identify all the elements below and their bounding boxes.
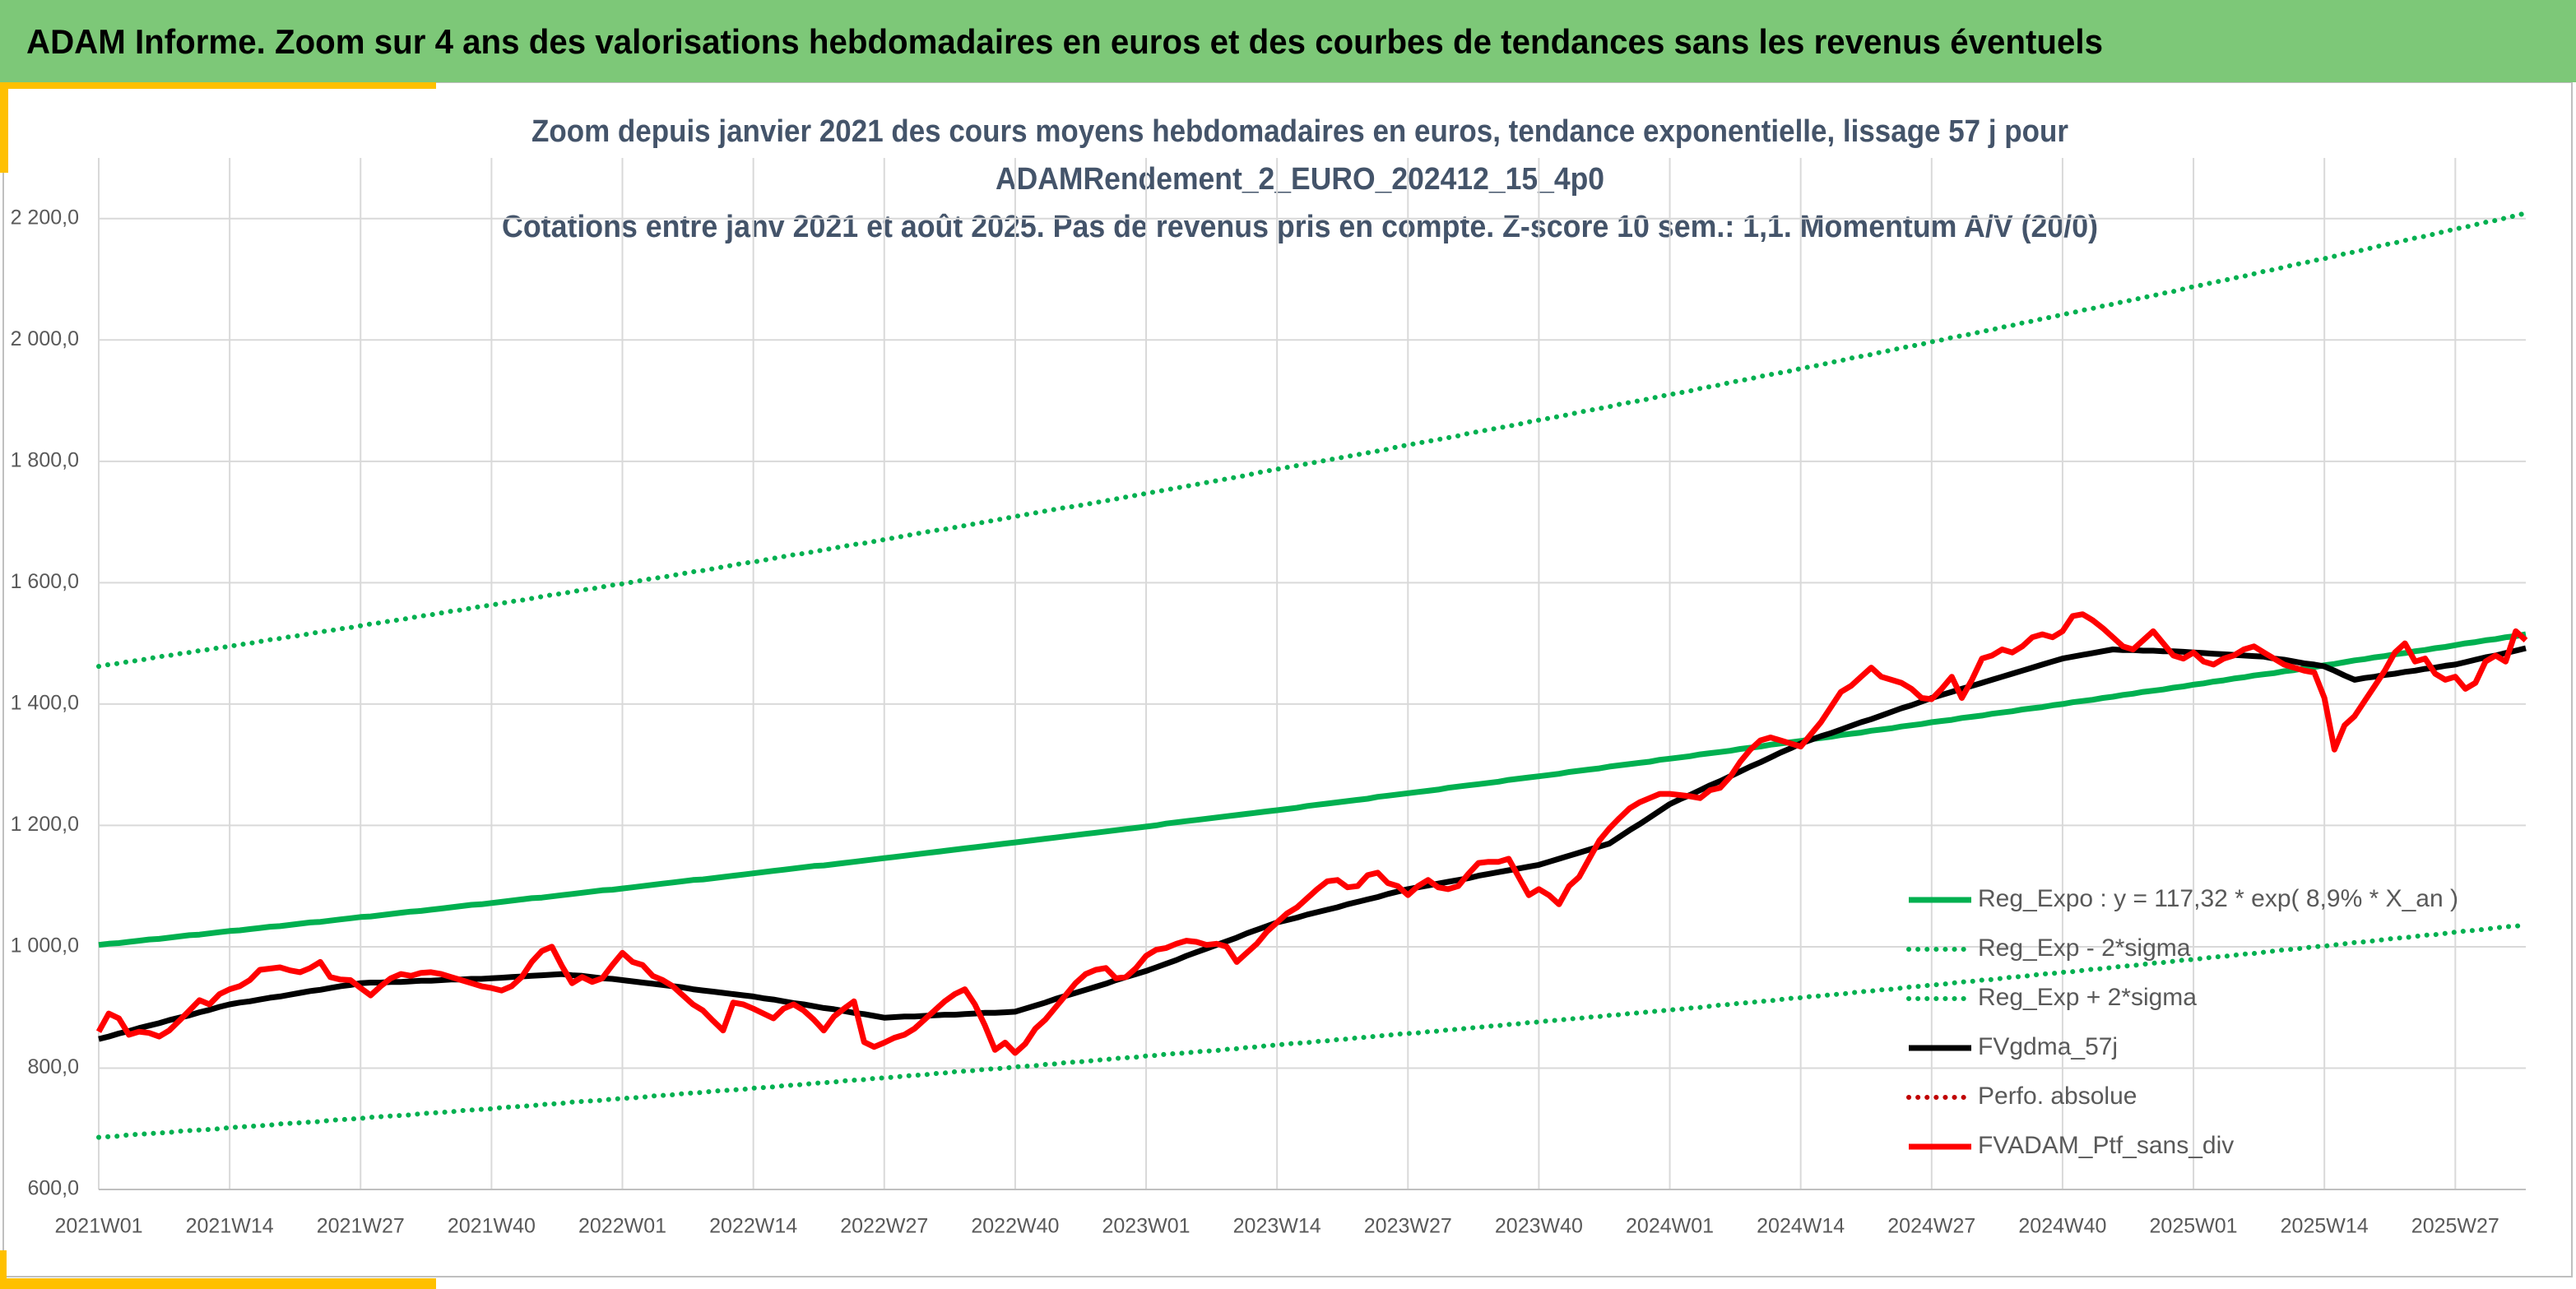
legend-label: Perfo. absolue (1978, 1083, 2137, 1110)
series-line (95, 611, 2528, 1056)
x-tick-label: 2023W01 (1102, 1215, 1191, 1238)
x-tick-label: 2024W27 (1887, 1215, 1975, 1238)
y-tick-label: 800,0 (27, 1055, 79, 1078)
y-tick-label: 1 800,0 (11, 448, 79, 471)
y-tick-label: 2 000,0 (11, 327, 79, 350)
x-tick-label: 2024W40 (2018, 1215, 2106, 1238)
x-tick-label: 2025W14 (2281, 1215, 2369, 1238)
x-tick-label: 2023W14 (1233, 1215, 1321, 1238)
x-tick-label: 2024W14 (1757, 1215, 1845, 1238)
x-tick-label: 2025W27 (2411, 1215, 2499, 1238)
y-tick-label: 2 200,0 (11, 206, 79, 229)
legend-label: Reg_Exp + 2*sigma (1978, 984, 2197, 1011)
x-tick-label: 2021W40 (448, 1215, 536, 1238)
x-tick-label: 2021W01 (54, 1215, 142, 1238)
y-tick-label: 1 200,0 (11, 813, 79, 836)
chart-title: Zoom depuis janvier 2021 des cours moyen… (531, 114, 2068, 149)
accent (0, 82, 436, 89)
x-tick-label: 2023W40 (1495, 1215, 1583, 1238)
legend-label: FVgdma_57j (1978, 1033, 2118, 1060)
chart-subtitle: Cotations entre janv 2021 et août 2025. … (502, 210, 2098, 244)
y-tick-label: 1 400,0 (11, 691, 79, 714)
series-line (98, 631, 2527, 948)
x-tick-label: 2022W14 (709, 1215, 797, 1238)
x-tick-label: 2024W01 (1626, 1215, 1714, 1238)
x-tick-label: 2021W14 (186, 1215, 274, 1238)
series-line (98, 645, 2527, 1042)
legend-label: Reg_Exp - 2*sigma (1978, 934, 2191, 962)
y-tick-label: 600,0 (27, 1177, 79, 1200)
y-tick-label: 1 000,0 (11, 934, 79, 957)
x-tick-label: 2022W27 (840, 1215, 928, 1238)
accent (0, 1250, 7, 1289)
chart-title: ADAMRendement_2_EURO_202412_15_4p0 (996, 162, 1604, 197)
series-line (96, 211, 2528, 670)
x-tick-label: 2022W40 (971, 1215, 1059, 1238)
x-tick-label: 2025W01 (2150, 1215, 2238, 1238)
x-tick-label: 2022W01 (578, 1215, 666, 1238)
y-tick-label: 1 600,0 (11, 570, 79, 593)
legend-label: FVADAM_Ptf_sans_div (1978, 1132, 2234, 1159)
legend-label: Reg_Expo : y = 117,32 * exp( 8,9% * X_an… (1978, 885, 2458, 912)
accent (0, 1278, 436, 1289)
header-title: ADAM Informe. Zoom sur 4 ans des valoris… (26, 22, 2103, 61)
header-band (0, 0, 2576, 82)
x-tick-label: 2023W27 (1364, 1215, 1452, 1238)
accent (0, 82, 8, 173)
x-tick-label: 2021W27 (317, 1215, 405, 1238)
